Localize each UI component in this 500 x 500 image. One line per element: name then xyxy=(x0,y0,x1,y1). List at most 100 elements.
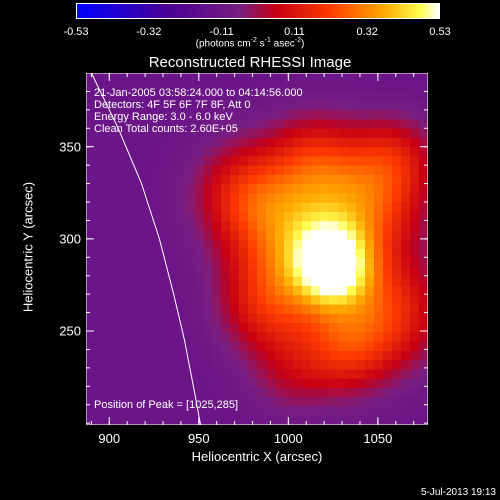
heatmap-cell xyxy=(338,341,348,352)
heatmap-cell xyxy=(203,110,213,120)
heatmap-cell xyxy=(140,258,150,269)
heatmap-cell xyxy=(95,249,105,259)
heatmap-cell xyxy=(275,100,285,111)
heatmap-cell xyxy=(194,258,204,269)
heatmap-cell xyxy=(230,258,240,269)
heatmap-cell xyxy=(248,128,258,139)
heatmap-cell xyxy=(365,110,375,120)
heatmap-cell xyxy=(392,119,402,130)
heatmap-cell xyxy=(86,202,96,213)
heatmap-cell xyxy=(419,360,428,371)
heatmap-cell xyxy=(203,276,213,287)
heatmap-cell xyxy=(302,258,312,269)
heatmap-cell xyxy=(347,128,357,139)
heatmap-cell xyxy=(131,295,141,306)
heatmap-cell xyxy=(338,415,348,425)
heatmap-cell xyxy=(401,406,411,417)
heatmap-cell xyxy=(374,100,384,111)
heatmap-cell xyxy=(131,137,141,148)
heatmap-cell xyxy=(365,174,375,185)
heatmap-cell xyxy=(194,82,204,93)
heatmap-cell xyxy=(140,119,150,130)
heatmap-cell xyxy=(86,406,96,417)
heatmap-cell xyxy=(320,323,330,333)
heatmap-cell xyxy=(131,128,141,139)
annotation-peak-position: Position of Peak = [1025,285] xyxy=(94,399,239,411)
heatmap-cell xyxy=(311,100,321,111)
heatmap-cell xyxy=(266,304,276,315)
heatmap-cell xyxy=(401,258,411,269)
heatmap-cell xyxy=(95,415,105,425)
heatmap-cell xyxy=(104,378,114,389)
heatmap-cell xyxy=(95,110,105,120)
heatmap-cell xyxy=(320,193,330,204)
heatmap-cell xyxy=(365,165,375,176)
heatmap-cell xyxy=(338,91,348,102)
heatmap-cell xyxy=(383,397,393,408)
heatmap-cell xyxy=(86,82,96,93)
heatmap-cell xyxy=(185,91,195,102)
heatmap-cell xyxy=(248,406,258,417)
heatmap-cell xyxy=(122,147,132,157)
colorbar-tick-label: -0.11 xyxy=(209,26,234,38)
heatmap-cell xyxy=(392,286,402,296)
heatmap-cell xyxy=(401,332,411,343)
heatmap-cell xyxy=(365,249,375,259)
heatmap-cell xyxy=(410,258,420,269)
heatmap-cell xyxy=(149,397,159,408)
heatmap-cell xyxy=(86,174,96,185)
heatmap-cell xyxy=(194,378,204,389)
heatmap-cell xyxy=(86,147,96,157)
heatmap-cell xyxy=(338,137,348,148)
heatmap-cell xyxy=(104,82,114,93)
heatmap-cell xyxy=(266,174,276,185)
heatmap-cell xyxy=(104,91,114,102)
heatmap-cell xyxy=(383,193,393,204)
heatmap-cell xyxy=(293,304,303,315)
heatmap-cell xyxy=(167,230,177,241)
heatmap-cell xyxy=(284,286,294,296)
heatmap-cell xyxy=(383,313,393,324)
heatmap-cell xyxy=(158,239,168,250)
heatmap-cell xyxy=(212,276,222,287)
heatmap-cell xyxy=(113,82,123,93)
heatmap-cell xyxy=(338,406,348,417)
heatmap-cell xyxy=(221,323,231,333)
heatmap-cell xyxy=(329,100,339,111)
heatmap-cell xyxy=(293,165,303,176)
heatmap-cell xyxy=(338,184,348,195)
heatmap-cell xyxy=(167,73,177,83)
heatmap-cell xyxy=(131,304,141,315)
heatmap-cell xyxy=(149,295,159,306)
heatmap-cell xyxy=(419,350,428,361)
heatmap-cell xyxy=(410,174,420,185)
heatmap-cell xyxy=(338,249,348,259)
heatmap-cell xyxy=(248,165,258,176)
heatmap-cell xyxy=(239,82,249,93)
heatmap-cell xyxy=(212,360,222,371)
heatmap-cell xyxy=(275,239,285,250)
heatmap-cell xyxy=(248,239,258,250)
heatmap-cell xyxy=(392,258,402,269)
heatmap-cell xyxy=(104,156,114,167)
heatmap-cell xyxy=(302,82,312,93)
heatmap-cell xyxy=(185,211,195,222)
heatmap-cell xyxy=(284,378,294,389)
colorbar-tick-label: 0.11 xyxy=(284,26,305,38)
heatmap-cell xyxy=(284,230,294,241)
heatmap-cell xyxy=(212,110,222,120)
heatmap-cell xyxy=(383,110,393,120)
heatmap-cell xyxy=(293,230,303,241)
heatmap-cell xyxy=(257,378,267,389)
heatmap-cell xyxy=(302,360,312,371)
heatmap-cell xyxy=(131,174,141,185)
heatmap-cell xyxy=(374,110,384,120)
heatmap-cell xyxy=(410,91,420,102)
heatmap-cell xyxy=(230,82,240,93)
heatmap-cell xyxy=(230,193,240,204)
heatmap-cell xyxy=(248,360,258,371)
heatmap-cell xyxy=(158,286,168,296)
heatmap-cell xyxy=(212,332,222,343)
heatmap-cell xyxy=(302,397,312,408)
heatmap-cell xyxy=(392,110,402,120)
